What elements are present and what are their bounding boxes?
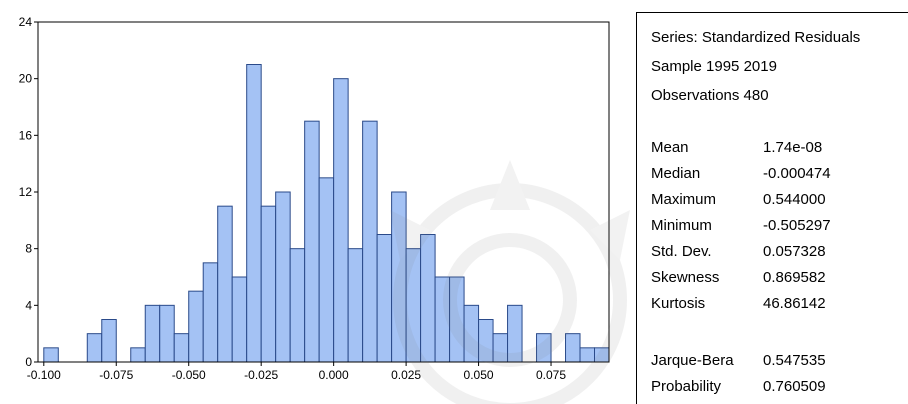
x-tick-label: 0.000 — [319, 368, 349, 382]
x-tick-label: -0.075 — [99, 368, 133, 382]
histogram-bar — [43, 347, 59, 363]
bars-layer — [43, 64, 610, 363]
observations-count: Observations 480 — [651, 87, 769, 104]
y-tick-label: 4 — [25, 298, 32, 312]
x-tick-label: -0.025 — [244, 368, 278, 382]
stat-label-std-dev: Std. Dev. — [651, 243, 712, 260]
series-name: Series: Standardized Residuals — [651, 29, 861, 46]
stat-label-skewness: Skewness — [651, 269, 720, 286]
histogram-bar — [217, 205, 233, 363]
histogram-bar — [173, 333, 190, 363]
stat-value-std-dev: 0.057328 — [763, 243, 826, 260]
stat-label-probability: Probability — [651, 378, 722, 395]
histogram-bar — [144, 304, 161, 363]
y-tick-label: 0 — [25, 355, 32, 369]
watermark-logo — [390, 160, 630, 404]
stat-label-jarque-bera: Jarque-Bera — [651, 352, 734, 369]
stat-value-mean: 1.74e-08 — [763, 139, 823, 156]
histogram-bar — [275, 191, 291, 363]
stat-value-skewness: 0.869582 — [763, 269, 826, 286]
stat-value-maximum: 0.544000 — [763, 191, 826, 208]
histogram-bar — [130, 347, 146, 363]
stat-value-minimum: -0.505297 — [763, 217, 831, 234]
stat-label-kurtosis: Kurtosis — [651, 295, 706, 312]
histogram-bar — [188, 290, 204, 363]
x-tick-label: 0.050 — [464, 368, 494, 382]
histogram-bar — [246, 64, 262, 363]
y-tick-label: 8 — [25, 242, 32, 256]
stat-label-minimum: Minimum — [651, 217, 712, 234]
stat-value-probability: 0.760509 — [763, 378, 826, 395]
y-tick-label: 16 — [19, 128, 33, 142]
x-tick-label: -0.100 — [27, 368, 61, 382]
statistics-panel: Series: Standardized Residuals Sample 19… — [636, 12, 908, 404]
histogram-bar — [231, 276, 248, 363]
stat-value-jarque-bera: 0.547535 — [763, 352, 826, 369]
histogram-bar — [101, 319, 117, 363]
stat-label-mean: Mean — [651, 139, 689, 156]
y-tick-label: 20 — [19, 72, 33, 86]
y-tick-label: 24 — [19, 15, 33, 29]
y-tick-label: 12 — [19, 185, 33, 199]
histogram-bar — [202, 262, 219, 363]
stat-label-maximum: Maximum — [651, 191, 717, 208]
x-tick-label: 0.025 — [391, 368, 421, 382]
sample-range: Sample 1995 2019 — [651, 58, 777, 75]
stat-value-kurtosis: 46.86142 — [763, 295, 826, 312]
x-tick-label: -0.050 — [172, 368, 206, 382]
axes-layer: 0 4 8 12 16 20 24 -0.100 -0.075 -0.050 -0.025 0.000… — [19, 15, 610, 382]
stat-label-median: Median — [651, 165, 701, 182]
stat-value-median: -0.000474 — [763, 165, 831, 182]
histogram-bar — [86, 333, 103, 363]
histogram-bar — [260, 205, 277, 363]
histogram-bar — [159, 304, 175, 363]
x-tick-label: 0.075 — [536, 368, 566, 382]
